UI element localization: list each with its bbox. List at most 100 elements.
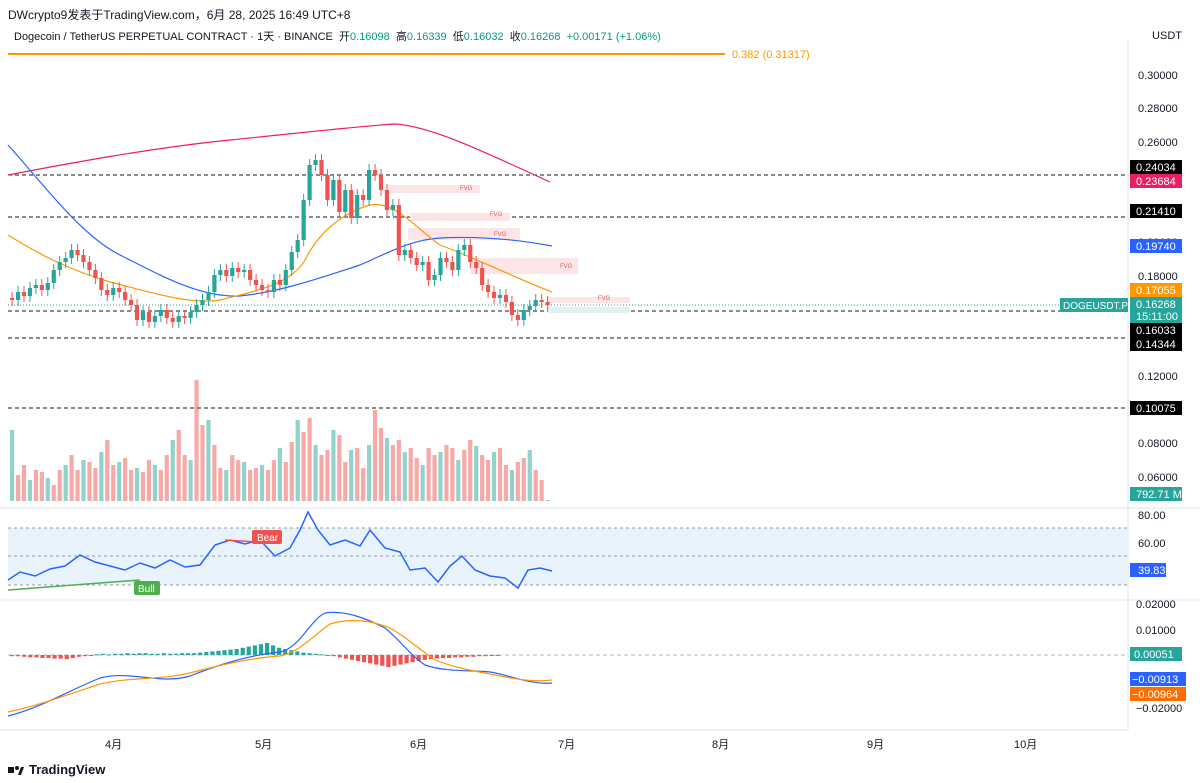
- candle-body: [10, 298, 15, 300]
- symbol-description: Dogecoin / TetherUS PERPETUAL CONTRACT ·…: [14, 31, 333, 43]
- candle-body: [218, 270, 223, 275]
- price-tag: [1130, 337, 1182, 351]
- volume-bar: [438, 452, 443, 501]
- macd-hist-bar: [240, 647, 245, 655]
- volume-bar: [307, 418, 312, 501]
- time-tick: 4月: [105, 739, 122, 751]
- candle-body: [486, 285, 491, 292]
- candle-body: [188, 312, 193, 318]
- price-tag: [1130, 487, 1182, 501]
- volume-bar: [456, 460, 461, 501]
- macd-hist-bar: [422, 655, 427, 660]
- candle-body: [426, 262, 431, 280]
- volume-bar: [27, 480, 33, 501]
- volume-bar: [331, 430, 336, 501]
- macd-tick: 0.02000: [1136, 599, 1176, 611]
- volume-bar: [248, 470, 253, 501]
- volume-bar: [343, 462, 348, 501]
- macd-hist-bar: [113, 653, 118, 655]
- macd-hist-bar: [204, 652, 209, 655]
- bull-badge: [134, 581, 160, 595]
- volume-bar: [170, 440, 175, 501]
- candle-body: [545, 302, 550, 305]
- macd-hist-bar: [307, 653, 312, 655]
- macd-hist-bar: [210, 651, 215, 655]
- candle-body: [152, 316, 157, 322]
- candle-body: [355, 195, 360, 218]
- macd-hist-bar: [380, 655, 385, 666]
- macd-hist-bar: [52, 655, 57, 659]
- macd-hist-value: 0.00051: [1134, 649, 1174, 661]
- macd-hist-bar: [404, 655, 409, 664]
- candle-body: [515, 315, 520, 320]
- price-tag: [1130, 239, 1182, 253]
- macd-hist-bar: [319, 654, 324, 656]
- fvg-label: FVG: [494, 232, 507, 238]
- macd-hist-bar: [398, 655, 403, 665]
- price-axis-ticks: 0.300000.280000.260000.240000.220000.200…: [1138, 70, 1178, 484]
- candle-body: [182, 316, 187, 318]
- price-tag-label: 0.10075: [1136, 403, 1176, 415]
- macd-hist-bar: [16, 655, 21, 657]
- candle-body: [319, 160, 324, 175]
- candle-body: [289, 252, 294, 270]
- volume-bar: [486, 460, 491, 501]
- candle-body: [206, 292, 211, 300]
- volume-bar: [140, 472, 146, 501]
- candle-body: [313, 160, 318, 165]
- macd-tick: 0.01000: [1136, 625, 1176, 637]
- volume-bar: [301, 432, 306, 501]
- volume-bar: [230, 455, 235, 501]
- candle-body: [367, 170, 372, 200]
- volume-bar: [152, 465, 157, 501]
- macd-hist-bar: [186, 653, 191, 655]
- fvg-label: FVG: [560, 264, 573, 270]
- volume-bar: [372, 410, 378, 501]
- open-label: 开: [339, 31, 351, 43]
- volume-bar: [218, 468, 223, 501]
- candle-body: [462, 245, 467, 250]
- candle-body: [337, 180, 342, 212]
- macd-hist-bar: [88, 655, 94, 656]
- candle-body: [503, 295, 509, 302]
- volume-bar: [503, 465, 509, 501]
- candle-body: [253, 280, 259, 285]
- volume-bar: [21, 465, 27, 501]
- tradingview-brand[interactable]: TradingView: [8, 762, 105, 777]
- volume-bar: [367, 445, 372, 501]
- volume-bar: [527, 450, 532, 501]
- macd-hist-bar: [374, 655, 379, 665]
- fib-label: 0.382 (0.31317): [732, 49, 810, 61]
- volume-bar: [63, 465, 68, 501]
- volume-bar: [509, 470, 514, 501]
- candle-body: [444, 258, 449, 262]
- candle-body: [236, 268, 241, 272]
- volume-bar: [242, 462, 247, 501]
- volume-bar: [164, 455, 169, 501]
- candle-body: [129, 300, 134, 305]
- macd-hist-bar: [161, 653, 166, 655]
- volume-bar: [87, 462, 92, 501]
- volume-bar: [99, 452, 104, 501]
- candle-body: [259, 285, 265, 290]
- macd-hist-bar: [434, 655, 440, 659]
- macd-hist-bar: [471, 655, 476, 657]
- candle-body: [158, 310, 163, 316]
- candle-body: [45, 283, 50, 290]
- macd-hist-bar: [483, 655, 488, 657]
- volume-bar: [295, 420, 300, 501]
- price-tag-label: 0.21410: [1136, 206, 1176, 218]
- candle-body: [265, 290, 271, 292]
- candle-body: [468, 245, 473, 262]
- volume-bar: [468, 440, 473, 501]
- candle-body: [230, 268, 235, 276]
- volume-bar: [402, 452, 407, 501]
- volume-bar: [105, 440, 110, 501]
- macd-hist-bar: [94, 654, 100, 656]
- macd-line: [7, 611, 553, 717]
- volume-bar: [497, 448, 503, 501]
- price-tag: [1130, 174, 1182, 188]
- candle-body: [414, 258, 419, 265]
- candle-body: [105, 290, 110, 295]
